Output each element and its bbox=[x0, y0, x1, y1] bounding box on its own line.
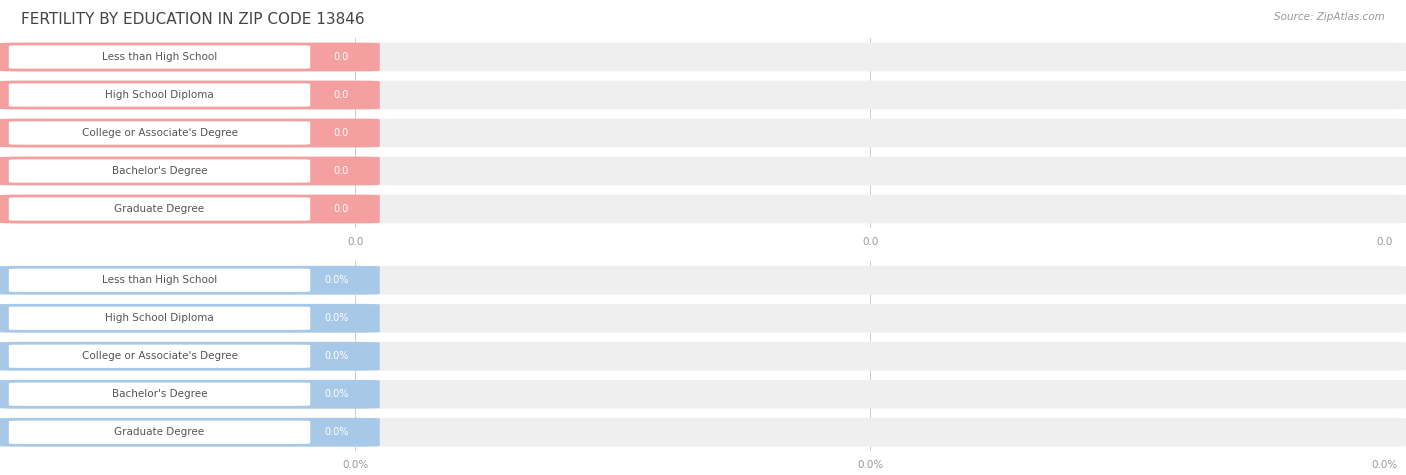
FancyBboxPatch shape bbox=[8, 268, 311, 292]
Text: 0.0: 0.0 bbox=[333, 166, 349, 176]
FancyBboxPatch shape bbox=[0, 342, 1406, 370]
FancyBboxPatch shape bbox=[8, 45, 311, 69]
Text: Less than High School: Less than High School bbox=[101, 52, 217, 62]
FancyBboxPatch shape bbox=[0, 157, 1406, 185]
FancyBboxPatch shape bbox=[0, 266, 1406, 294]
FancyBboxPatch shape bbox=[0, 43, 380, 71]
FancyBboxPatch shape bbox=[8, 306, 311, 330]
Text: Bachelor's Degree: Bachelor's Degree bbox=[111, 389, 207, 399]
FancyBboxPatch shape bbox=[8, 121, 311, 145]
FancyBboxPatch shape bbox=[0, 119, 1406, 147]
Text: FERTILITY BY EDUCATION IN ZIP CODE 13846: FERTILITY BY EDUCATION IN ZIP CODE 13846 bbox=[21, 12, 364, 27]
Text: High School Diploma: High School Diploma bbox=[105, 90, 214, 100]
Text: Source: ZipAtlas.com: Source: ZipAtlas.com bbox=[1274, 12, 1385, 22]
FancyBboxPatch shape bbox=[0, 342, 380, 370]
FancyBboxPatch shape bbox=[8, 382, 311, 406]
FancyBboxPatch shape bbox=[8, 197, 311, 221]
FancyBboxPatch shape bbox=[8, 420, 311, 444]
FancyBboxPatch shape bbox=[0, 304, 1406, 332]
Text: 0.0: 0.0 bbox=[333, 204, 349, 214]
Text: Less than High School: Less than High School bbox=[101, 275, 217, 285]
Text: 0.0%: 0.0% bbox=[323, 389, 349, 399]
Text: Graduate Degree: Graduate Degree bbox=[114, 204, 205, 214]
FancyBboxPatch shape bbox=[0, 380, 1406, 408]
FancyBboxPatch shape bbox=[0, 195, 380, 223]
FancyBboxPatch shape bbox=[0, 418, 1406, 446]
Text: 0.0: 0.0 bbox=[333, 128, 349, 138]
FancyBboxPatch shape bbox=[0, 81, 1406, 109]
FancyBboxPatch shape bbox=[0, 418, 380, 446]
FancyBboxPatch shape bbox=[8, 159, 311, 183]
FancyBboxPatch shape bbox=[8, 344, 311, 368]
Text: 0.0%: 0.0% bbox=[323, 351, 349, 361]
FancyBboxPatch shape bbox=[0, 119, 380, 147]
FancyBboxPatch shape bbox=[0, 81, 380, 109]
FancyBboxPatch shape bbox=[0, 157, 380, 185]
Text: Bachelor's Degree: Bachelor's Degree bbox=[111, 166, 207, 176]
Text: College or Associate's Degree: College or Associate's Degree bbox=[82, 351, 238, 361]
Text: Graduate Degree: Graduate Degree bbox=[114, 427, 205, 437]
Text: College or Associate's Degree: College or Associate's Degree bbox=[82, 128, 238, 138]
FancyBboxPatch shape bbox=[0, 43, 1406, 71]
FancyBboxPatch shape bbox=[0, 380, 380, 408]
FancyBboxPatch shape bbox=[0, 304, 380, 332]
Text: 0.0%: 0.0% bbox=[323, 313, 349, 323]
Text: 0.0: 0.0 bbox=[333, 90, 349, 100]
Text: 0.0%: 0.0% bbox=[323, 427, 349, 437]
FancyBboxPatch shape bbox=[0, 195, 1406, 223]
Text: High School Diploma: High School Diploma bbox=[105, 313, 214, 323]
Text: 0.0: 0.0 bbox=[333, 52, 349, 62]
FancyBboxPatch shape bbox=[0, 266, 380, 294]
FancyBboxPatch shape bbox=[8, 83, 311, 107]
Text: 0.0%: 0.0% bbox=[323, 275, 349, 285]
